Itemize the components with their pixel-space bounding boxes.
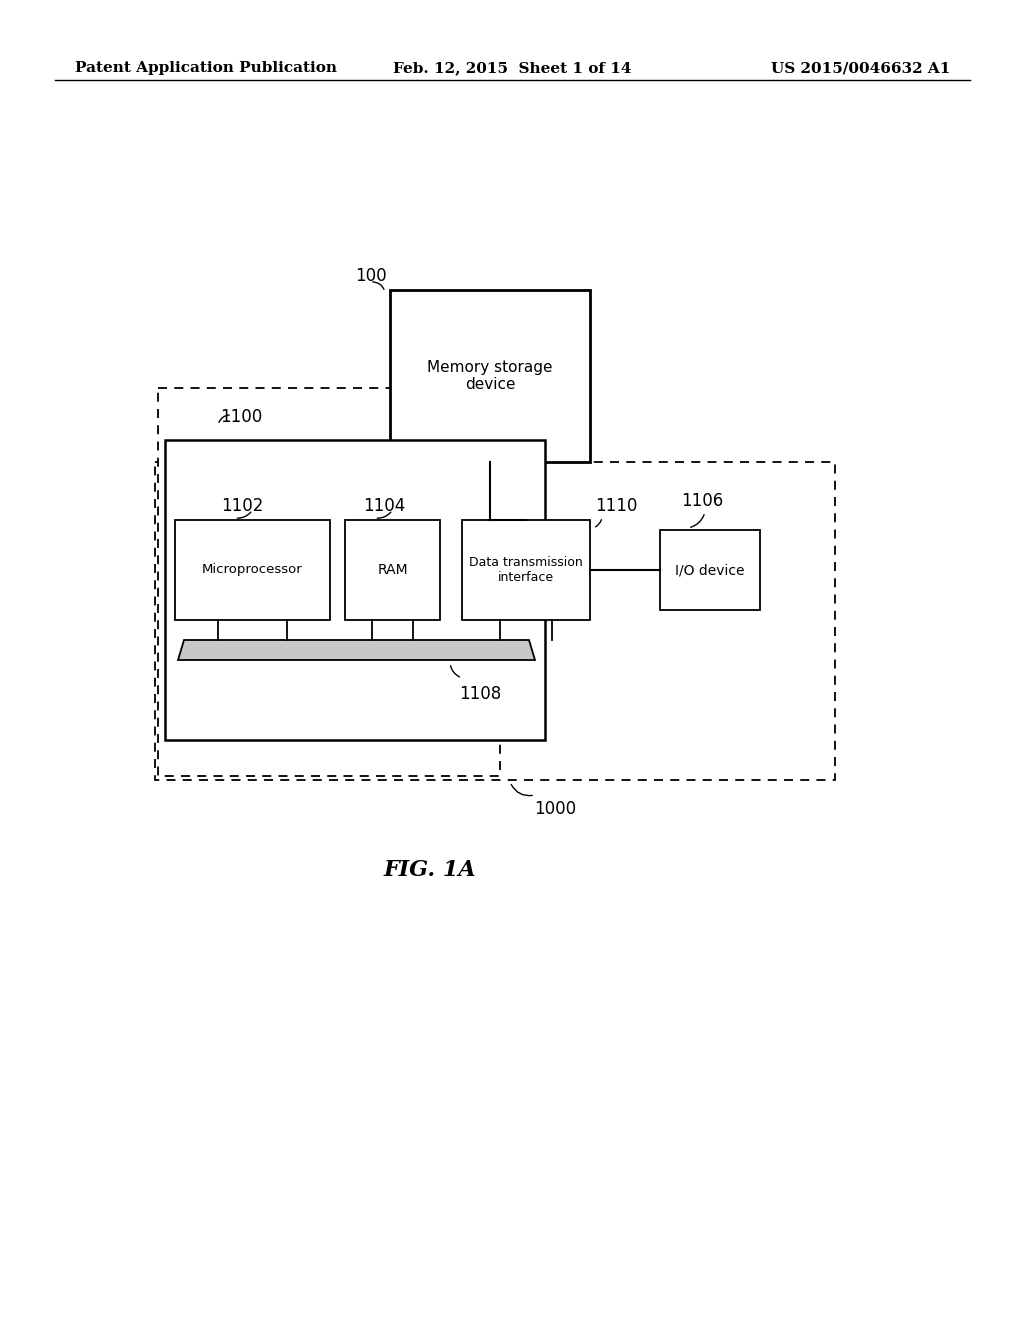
Bar bbox=[158, 388, 500, 776]
Text: FIG. 1A: FIG. 1A bbox=[384, 859, 476, 880]
Text: 1102: 1102 bbox=[221, 498, 264, 515]
Bar bbox=[345, 520, 440, 620]
Bar bbox=[660, 531, 760, 610]
Text: 1110: 1110 bbox=[595, 498, 637, 515]
Text: 1100: 1100 bbox=[220, 408, 262, 426]
Text: 1108: 1108 bbox=[459, 685, 501, 704]
Text: Memory storage
device: Memory storage device bbox=[427, 360, 553, 392]
Bar bbox=[175, 520, 330, 620]
Text: Data transmission
interface: Data transmission interface bbox=[469, 556, 583, 583]
Polygon shape bbox=[178, 640, 535, 660]
Text: 1000: 1000 bbox=[534, 800, 577, 818]
Text: RAM: RAM bbox=[377, 564, 408, 577]
Bar bbox=[165, 440, 545, 741]
Text: 100: 100 bbox=[355, 267, 387, 285]
Text: I/O device: I/O device bbox=[675, 564, 744, 577]
Text: Feb. 12, 2015  Sheet 1 of 14: Feb. 12, 2015 Sheet 1 of 14 bbox=[393, 61, 631, 75]
Text: US 2015/0046632 A1: US 2015/0046632 A1 bbox=[771, 61, 950, 75]
Text: 1104: 1104 bbox=[364, 498, 406, 515]
Text: Patent Application Publication: Patent Application Publication bbox=[75, 61, 337, 75]
Bar bbox=[390, 290, 590, 462]
Text: 1106: 1106 bbox=[681, 492, 723, 510]
Bar bbox=[462, 520, 590, 620]
Bar bbox=[155, 462, 835, 780]
Text: Microprocessor: Microprocessor bbox=[202, 564, 303, 577]
